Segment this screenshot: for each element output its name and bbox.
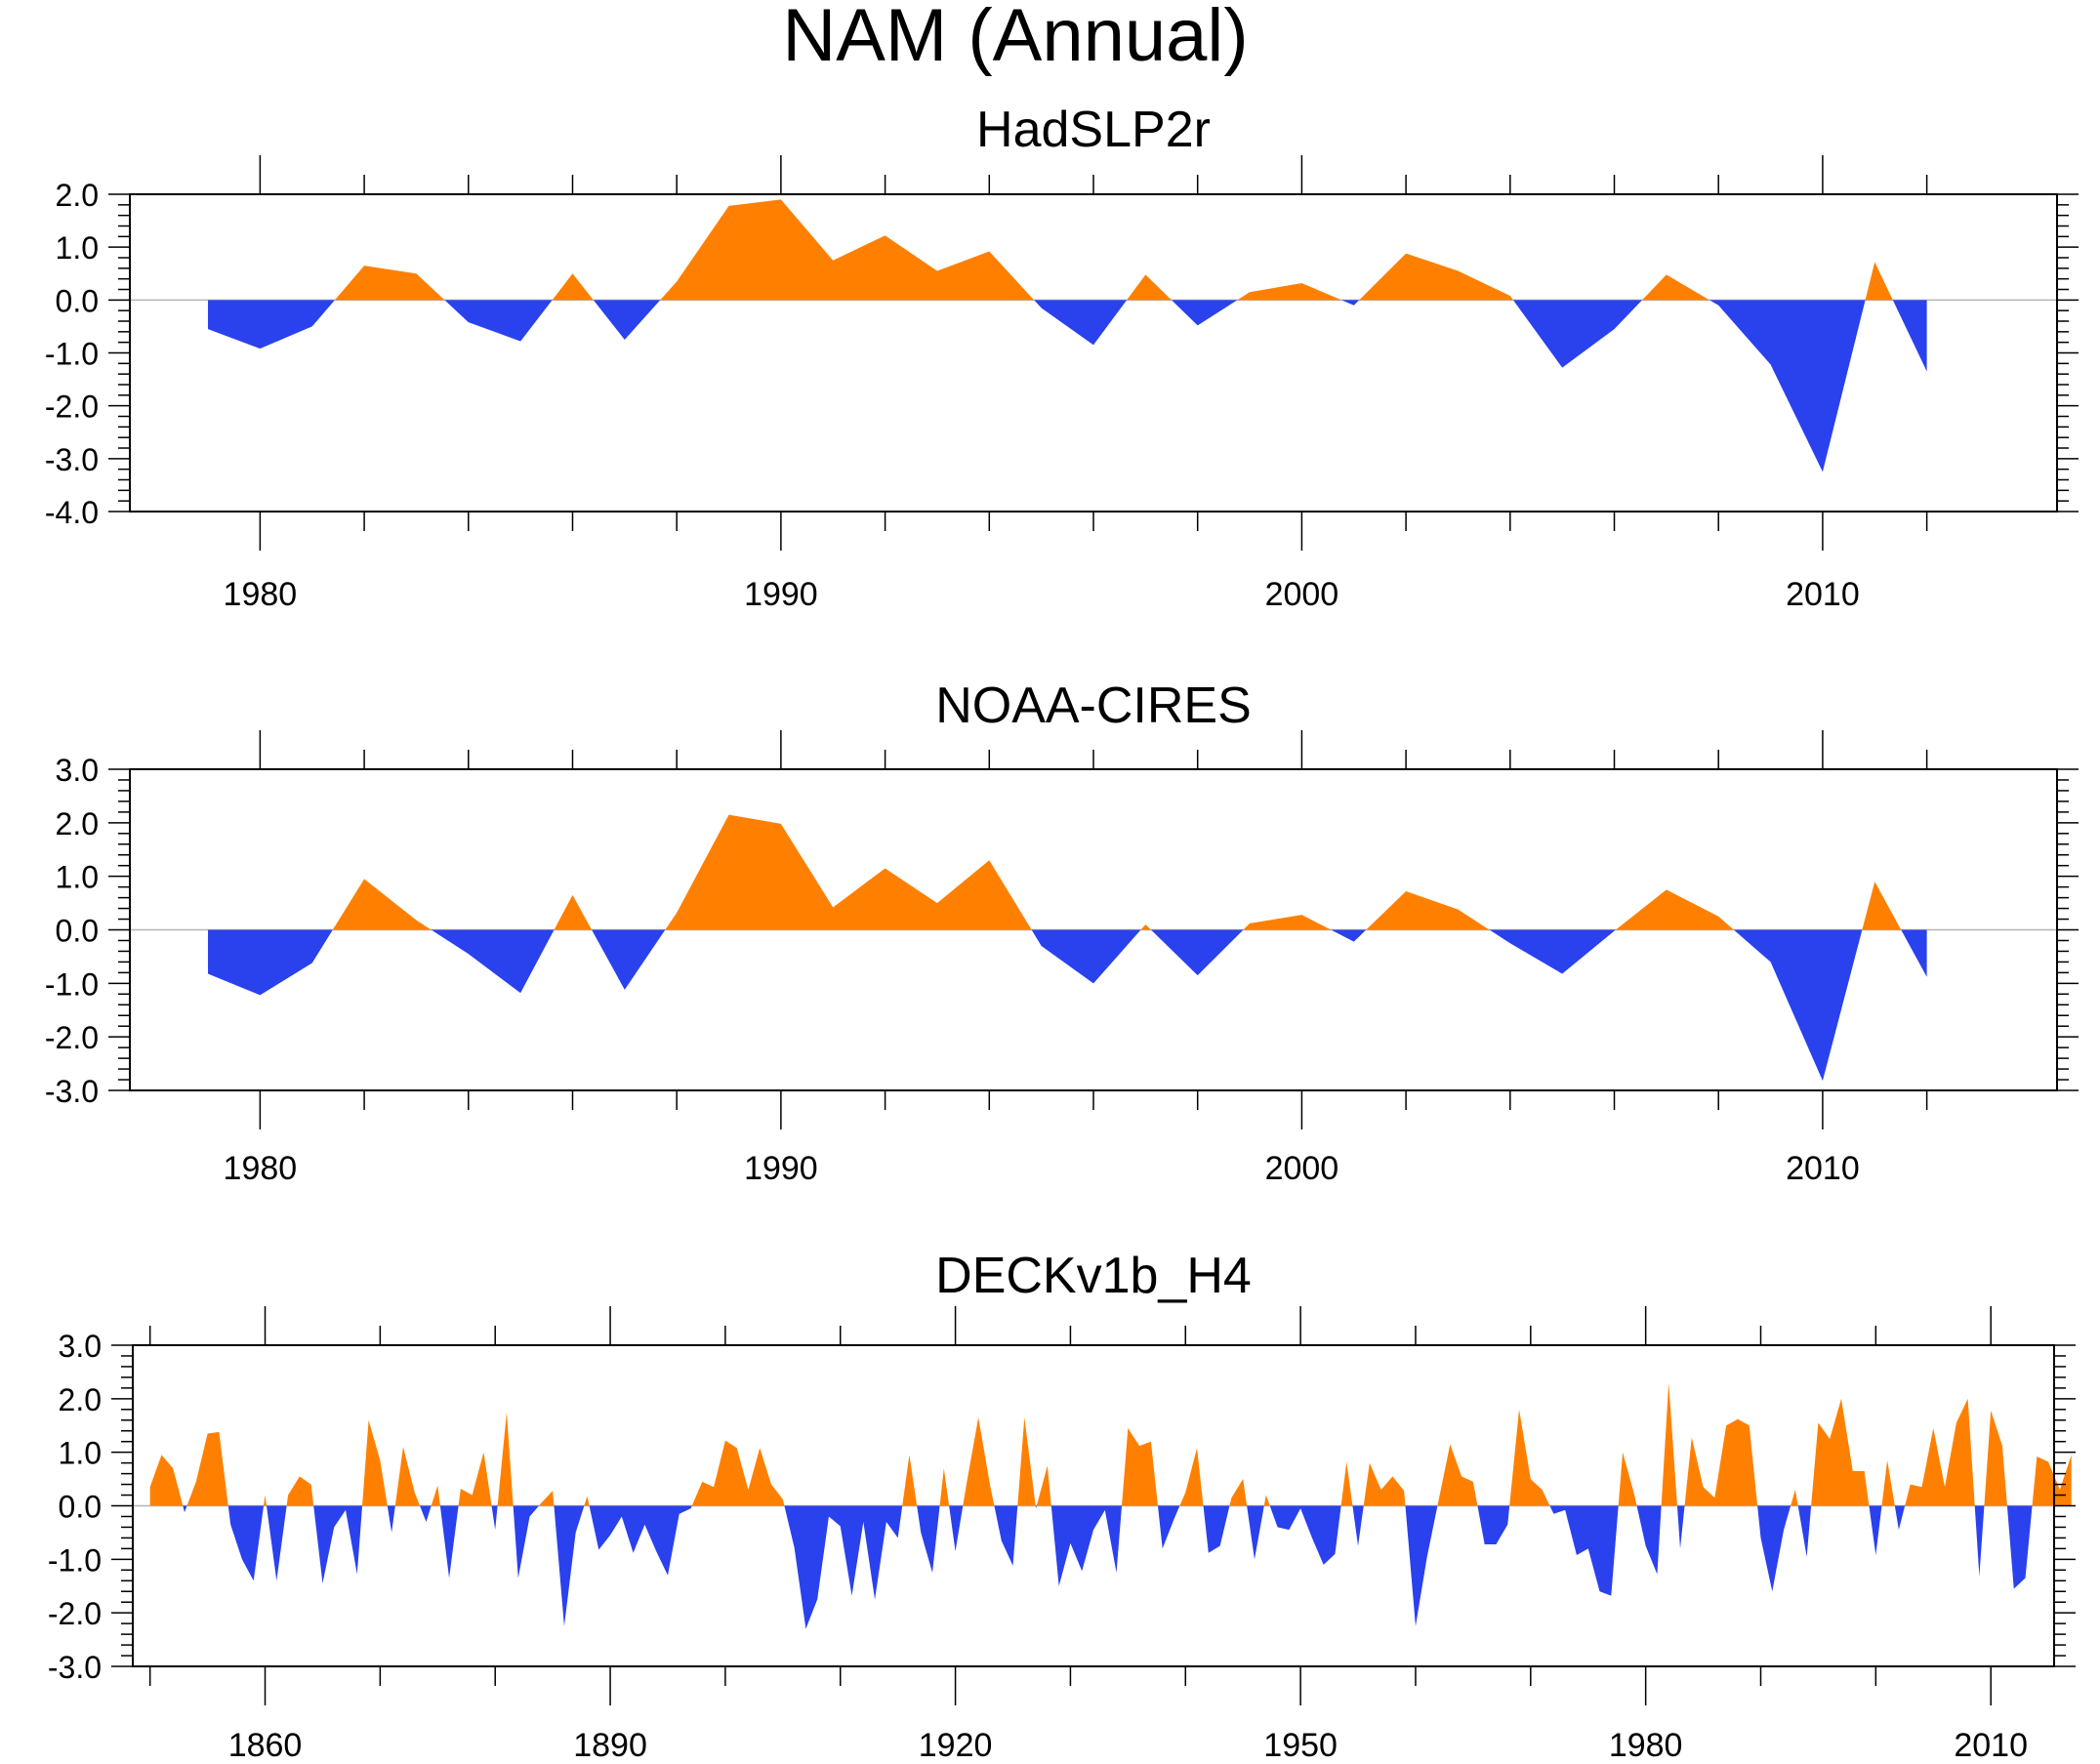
y-tick-label: 3.0 [59, 1329, 102, 1364]
negative-area [208, 929, 1927, 1082]
y-tick-label: 0.0 [56, 914, 99, 949]
y-tick-label: -1.0 [48, 1542, 102, 1578]
y-tick-label: -1.0 [45, 337, 99, 372]
x-tick-label: 1980 [224, 1150, 298, 1187]
y-tick-label: 0.0 [59, 1490, 102, 1525]
positive-area [334, 199, 1893, 301]
y-tick-label: -2.0 [48, 1596, 102, 1631]
x-tick-label: 1950 [1263, 1727, 1338, 1764]
x-tick-label: 2000 [1265, 576, 1339, 613]
panel-noaa-cires: NOAA-CIRES 3.0 2.0 1.0 0.0 -1.0 -2.0 -3.0 1980 19… [45, 677, 2079, 1187]
negative-area [208, 300, 1927, 472]
y-tick-label: 2.0 [59, 1382, 102, 1417]
panel-hadslp2r: HadSLP2r 2.0 1.0 0.0 -1.0 -2.0 -3.0 -4.0 1980 199… [45, 102, 2079, 613]
y-tick-label: -3.0 [45, 442, 99, 477]
x-tick-label: 2000 [1265, 1150, 1339, 1187]
panel-deckv1b-h4: DECKv1b_H4 3.0 2.0 1.0 0.0 -1.0 -2.0 -3.0 1860 18… [48, 1248, 2076, 1764]
x-tick-label: 1860 [228, 1727, 303, 1764]
y-tick-label: -1.0 [45, 966, 99, 1002]
y-tick-label: -2.0 [45, 390, 99, 425]
x-tick-label: 1920 [919, 1727, 993, 1764]
x-tick-label: 2010 [1954, 1727, 2028, 1764]
y-tick-label: 1.0 [56, 230, 99, 266]
x-tick-label: 1990 [744, 576, 818, 613]
y-tick-label: -3.0 [45, 1074, 99, 1109]
x-tick-label: 1990 [744, 1150, 818, 1187]
y-tick-label: 2.0 [56, 178, 99, 213]
y-tick-label: -2.0 [45, 1020, 99, 1055]
y-tick-label: -4.0 [45, 495, 99, 530]
page-title: NAM (Annual) [782, 0, 1248, 77]
panel-title: NOAA-CIRES [935, 677, 1252, 734]
y-tick-label: 2.0 [56, 806, 99, 841]
positive-area [149, 1382, 2072, 1506]
x-tick-label: 2010 [1786, 1150, 1860, 1187]
y-tick-label: 3.0 [56, 753, 99, 788]
x-tick-label: 1980 [224, 576, 298, 613]
y-tick-label: 1.0 [59, 1436, 102, 1471]
negative-area [183, 1505, 2033, 1629]
y-tick-label: 1.0 [56, 860, 99, 895]
positive-area [332, 814, 1902, 930]
panel-title: DECKv1b_H4 [935, 1248, 1252, 1304]
x-tick-label: 1980 [1609, 1727, 1683, 1764]
y-tick-label: 0.0 [56, 283, 99, 318]
y-tick-label: -3.0 [48, 1650, 102, 1685]
x-tick-label: 2010 [1786, 576, 1860, 613]
panel-title: HadSLP2r [976, 102, 1211, 158]
x-tick-label: 1890 [573, 1727, 647, 1764]
